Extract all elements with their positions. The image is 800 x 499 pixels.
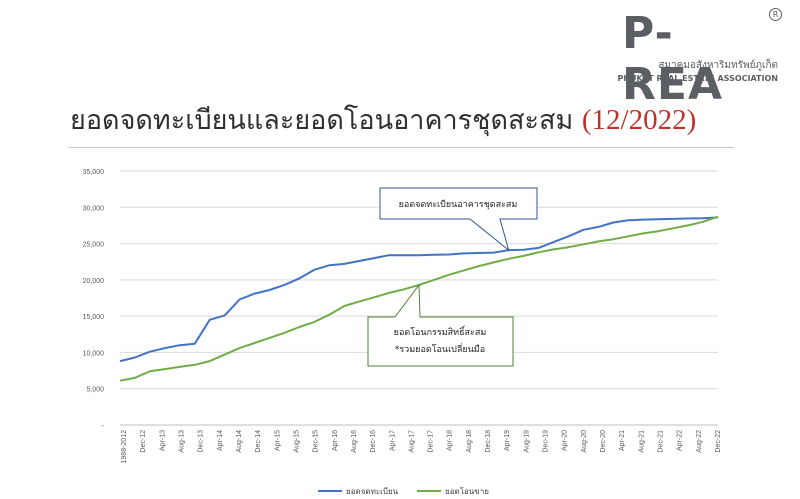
legend-label: ยอดจดทะเบียน [346,487,399,496]
legend-label: ยอดโอนขาย [445,486,489,496]
title-main: ยอดจดทะเบียนและยอดโอนอาคารชุดสะสม [70,105,574,136]
registered-series-line [119,216,719,363]
x-tick-label: Aug-17 [408,430,415,453]
x-tick-label: Aug-22 [696,430,703,453]
x-tick-label: Apr-19 [504,430,511,451]
x-tick-label: Dec-17 [428,430,435,453]
x-tick-label: Aug-20 [581,430,588,453]
x-tick-label: Apr-20 [562,430,569,451]
x-tick-label: Dec-18 [485,430,492,453]
y-tick-label: 5,000 [86,387,104,394]
x-tick-label: Apr-13 [159,430,166,451]
x-tick-label: Aug-13 [178,430,185,453]
title-period: (12/2022) [581,104,697,136]
x-tick-label: Apr-18 [447,430,454,451]
x-tick-label: Aug-14 [236,430,243,453]
x-tick-label: Apr-16 [332,430,339,451]
x-tick-label: Dec-12 [140,430,147,453]
x-tick-label: Aug-19 [523,430,530,453]
x-tick-label: Apr-14 [217,430,224,451]
registered-callout-text: ยอดจดทะเบียนอาคารชุดสะสม [399,199,518,210]
transferred-callout-box [367,283,514,367]
y-tick-label: 25,000 [83,242,105,249]
logo-thai-name: สมาคมอสังหาริมทรัพย์ภูเก็ต [658,60,778,71]
x-tick-label: Dec-19 [543,430,550,453]
x-tick-label: Dec-13 [198,430,205,453]
y-tick-label: 10,000 [83,350,105,357]
y-tick-label: 35,000 [83,169,105,176]
x-tick-label: Dec-15 [313,430,320,453]
x-tick-label: Aug-15 [293,430,300,453]
x-tick-label: Dec-16 [370,430,377,453]
x-tick-label: Dec-14 [255,430,262,453]
x-tick-label: Apr-17 [389,430,396,451]
x-tick-label: Dec-21 [658,430,665,453]
y-tick-label: - [102,423,105,430]
association-logo: P-REA R สมาคมอสังหาริมทรัพย์ภูเก็ต PHUKE… [617,8,782,110]
registered-mark-icon: R [769,8,782,21]
transferred-callout-note: *รวมยอดโอนเปลี่ยนมือ [395,342,485,355]
registered-callout-box [379,187,538,252]
page-title: ยอดจดทะเบียนและยอดโอนอาคารชุดสะสม (12/20… [70,98,696,141]
y-tick-label: 20,000 [83,278,105,285]
title-divider [68,147,734,148]
logo-mark: P-REA [622,8,723,110]
x-tick-label: Apr-22 [677,430,684,451]
logo-english-name: PHUKET REAL ESTATE ASSOCIATION [617,74,778,83]
x-tick-label: Aug-16 [351,430,358,453]
x-tick-label: Aug-18 [466,430,473,453]
x-tick-label: 1988-2012 [121,430,128,464]
transferred-callout-text: ยอดโอนกรรมสิทธิ์สะสม [394,325,487,338]
x-tick-label: Apr-21 [619,430,626,451]
x-tick-label: Dec-22 [715,430,722,453]
x-tick-label: Apr-15 [274,430,281,451]
y-tick-label: 30,000 [83,205,105,212]
y-tick-label: 15,000 [83,314,105,321]
x-tick-label: Aug-21 [638,430,645,453]
x-tick-label: Dec-20 [600,430,607,453]
